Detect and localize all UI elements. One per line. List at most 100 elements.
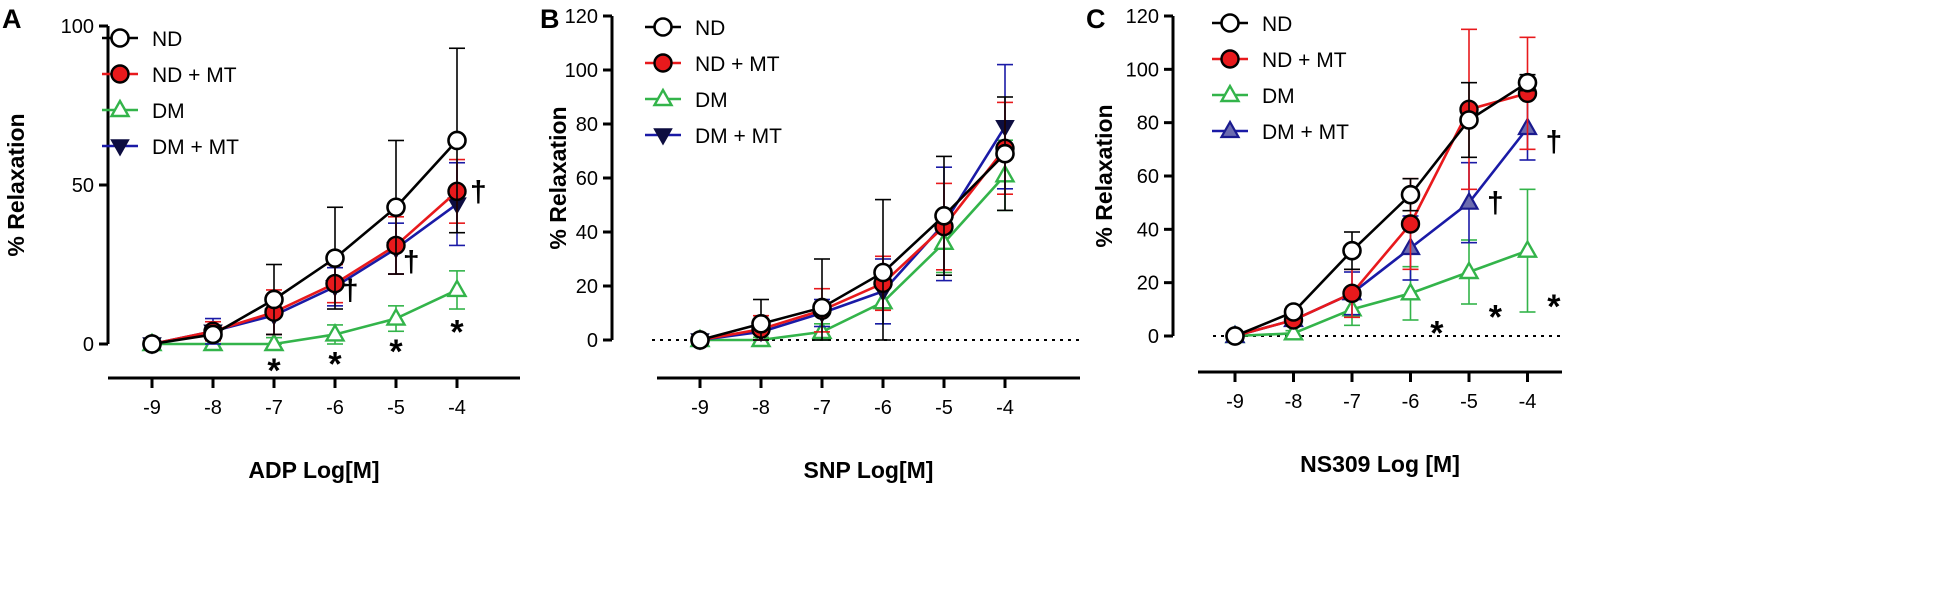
x-tick-label: -5 — [1460, 391, 1478, 413]
y-axis-label: % Relaxation — [545, 106, 571, 249]
x-tick-label: -8 — [752, 397, 770, 419]
y-tick-label: 40 — [1137, 219, 1159, 241]
significance-star: * — [1547, 288, 1561, 326]
panel-label: B — [540, 4, 560, 34]
series-line — [1234, 249, 1528, 338]
data-point — [324, 323, 346, 342]
series-line — [151, 139, 458, 346]
dagger-marker: † — [1487, 187, 1504, 220]
chart-panel-B: B 0 20 40 60 80 100 120 % Relaxation -9 -8 -7 -6 -5 -4… — [540, 4, 1080, 483]
series-dm-mt — [690, 63, 1015, 351]
data-point — [1459, 110, 1479, 130]
series-line — [1234, 81, 1529, 338]
x-axis-label: NS309 Log [M] — [1300, 451, 1460, 477]
legend-label: DM + MT — [695, 125, 782, 148]
y-tick-label: 60 — [576, 168, 598, 190]
legend-marker — [110, 64, 130, 84]
legend-marker — [652, 87, 674, 107]
y-tick-label: 100 — [61, 16, 94, 38]
series-nd — [690, 96, 1015, 350]
x-tick-label: -5 — [387, 397, 405, 419]
legend-marker — [653, 17, 673, 37]
x-tick-label: -9 — [143, 397, 161, 419]
dagger-marker: † — [403, 245, 420, 278]
series-line — [699, 147, 1007, 342]
data-point — [1399, 281, 1422, 301]
y-axis-label: % Relaxation — [1091, 104, 1117, 247]
chart-panel-A: A 0 50 100 % Relaxation -9 -8 -7 -6 -5 -4 ADP Log[M… — [2, 4, 520, 483]
x-tick-label: -4 — [996, 397, 1014, 419]
x-tick-label: -7 — [265, 397, 283, 419]
legend-label: ND — [695, 17, 725, 40]
data-point — [751, 313, 771, 334]
y-tick-label: 50 — [72, 175, 94, 197]
series-line — [699, 152, 1006, 342]
legend-marker — [1219, 83, 1241, 103]
series-dm — [689, 139, 1016, 348]
data-point — [1283, 302, 1304, 322]
data-point — [142, 334, 162, 354]
data-point — [812, 297, 832, 318]
legend-marker — [110, 28, 130, 48]
data-point — [1516, 239, 1539, 258]
legend-marker — [109, 98, 131, 118]
legend: ND ND + MT DM DM + MT — [102, 28, 239, 159]
data-point — [1342, 240, 1362, 261]
legend: ND ND + MT DM DM + MT — [1212, 13, 1349, 144]
x-tick-label: -7 — [813, 397, 831, 419]
dagger-marker: † — [470, 175, 487, 208]
data-point — [446, 278, 468, 298]
data-point — [263, 332, 285, 352]
x-tick-label: -5 — [935, 397, 953, 419]
significance-star: * — [450, 314, 464, 352]
series-line — [152, 288, 458, 346]
x-tick-label: -6 — [874, 397, 892, 419]
legend-label: DM + MT — [1262, 121, 1349, 144]
y-axis-label: % Relaxation — [3, 113, 29, 256]
x-axis-label: ADP Log[M] — [248, 457, 379, 483]
series-nd — [142, 47, 467, 354]
data-point — [690, 330, 710, 350]
data-point — [203, 324, 223, 345]
y-tick-label: 100 — [1126, 59, 1159, 81]
data-point — [1517, 72, 1538, 93]
legend-label: DM — [152, 100, 185, 123]
significance-star: * — [389, 333, 403, 371]
data-point — [386, 197, 406, 218]
y-tick-label: 40 — [576, 222, 598, 244]
data-point — [1458, 260, 1480, 280]
series-line — [699, 126, 1007, 342]
series-line — [1234, 127, 1529, 338]
y-tick-label: 80 — [576, 114, 598, 136]
data-point — [385, 307, 407, 326]
data-point — [1282, 321, 1305, 341]
data-point — [1400, 214, 1421, 234]
legend-marker — [653, 128, 673, 146]
y-tick-label: 60 — [1137, 166, 1159, 188]
significance-star: * — [267, 352, 281, 390]
legend-label: DM — [695, 89, 728, 112]
legend-marker — [1220, 13, 1240, 33]
data-point — [995, 143, 1015, 164]
x-tick-label: -4 — [1519, 391, 1537, 413]
y-tick-label: 0 — [587, 330, 598, 352]
legend: ND ND + MT DM DM + MT — [645, 17, 782, 148]
significance-star: * — [1430, 315, 1444, 353]
significance-star: * — [328, 346, 342, 384]
y-tick-label: 120 — [565, 6, 598, 28]
y-tick-label: 80 — [1137, 113, 1159, 135]
legend-label: DM — [1262, 85, 1295, 108]
chart-panel-C: C 0 20 40 60 80 100 120 % Relaxation -9 -8 -7 -6 -5 -4… — [1086, 4, 1562, 477]
y-tick-label: 0 — [1148, 326, 1159, 348]
data-point — [1400, 184, 1421, 205]
x-tick-label: -8 — [1285, 391, 1303, 413]
y-tick-label: 120 — [1126, 6, 1159, 28]
data-point — [934, 206, 954, 226]
x-tick-label: -6 — [326, 397, 344, 419]
y-tick-label: 20 — [1137, 273, 1159, 295]
legend-label: ND — [152, 28, 182, 51]
y-tick-label: 0 — [83, 334, 94, 356]
x-tick-label: -9 — [1226, 391, 1244, 413]
legend-label: ND + MT — [1262, 49, 1347, 72]
